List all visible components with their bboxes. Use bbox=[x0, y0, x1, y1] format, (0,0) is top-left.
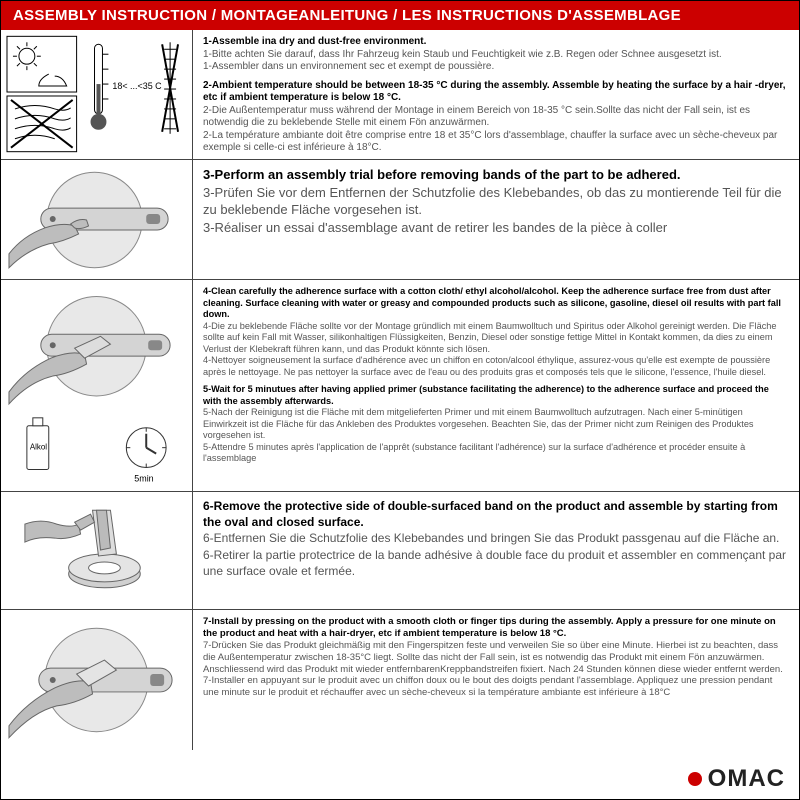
step5-en: 5-Wait for 5 minutues after having appli… bbox=[203, 384, 769, 406]
step4-en: 4-Clean carefully the adherence surface … bbox=[203, 286, 781, 319]
instruction-row-2: 3-Perform an assembly trial before remov… bbox=[1, 160, 799, 280]
step7-en: 7-Install by pressing on the product wit… bbox=[203, 616, 776, 639]
step5-de: 5-Nach der Reinigung ist die Fläche mit … bbox=[203, 407, 754, 440]
press-install-icon bbox=[5, 614, 188, 746]
row1-text: 1-Assemble ina dry and dust-free environ… bbox=[193, 30, 799, 159]
clean-wait-icon: Alkol 5min bbox=[5, 284, 188, 488]
row5-text: 7-Install by pressing on the product wit… bbox=[193, 610, 799, 750]
step4-fr: 4-Nettoyer soigneusement la surface d'ad… bbox=[203, 355, 770, 377]
step4-de: 4-Die zu beklebende Fläche sollte vor de… bbox=[203, 321, 777, 354]
instruction-row-4: 6-Remove the protective side of double-s… bbox=[1, 492, 799, 610]
trial-assembly-icon bbox=[5, 164, 188, 276]
step2-de: 2-Die Außentemperatur muss während der M… bbox=[203, 105, 750, 129]
row2-text: 3-Perform an assembly trial before remov… bbox=[193, 160, 799, 279]
brand-name: OMAC bbox=[708, 765, 785, 793]
step2-fr: 2-La température ambiante doit être comp… bbox=[203, 130, 777, 154]
temperature-label: 18< ...<35 C bbox=[112, 81, 162, 91]
step1-de: 1-Bitte achten Sie darauf, dass Ihr Fahr… bbox=[203, 49, 722, 60]
step5-fr: 5-Attendre 5 minutes après l'application… bbox=[203, 442, 745, 464]
brand-footer: OMAC bbox=[688, 765, 785, 793]
row4-text: 6-Remove the protective side of double-s… bbox=[193, 492, 799, 609]
step2-en: 2-Ambient temperature should be between … bbox=[203, 80, 786, 104]
step7-de: 7-Drücken Sie das Produkt gleichmäßig mi… bbox=[203, 640, 783, 675]
step6-en: 6-Remove the protective side of double-s… bbox=[203, 499, 778, 529]
row3-illustration: Alkol 5min bbox=[1, 280, 193, 491]
row5-illustration bbox=[1, 610, 193, 750]
page-title: ASSEMBLY INSTRUCTION / MONTAGEANLEITUNG … bbox=[1, 1, 799, 30]
brand-dot-icon bbox=[688, 772, 702, 786]
step3-fr: 3-Réaliser un essai d'assemblage avant d… bbox=[203, 220, 667, 235]
instruction-rows: 18< ...<35 C 1-Assemble ina dry and du bbox=[1, 30, 799, 750]
step6-de: 6-Entfernen Sie die Schutzfolie des Kleb… bbox=[203, 531, 779, 545]
instruction-row-1: 18< ...<35 C 1-Assemble ina dry and du bbox=[1, 30, 799, 160]
instruction-row-3: Alkol 5min 4-Clean carefully the adheren… bbox=[1, 280, 799, 492]
instruction-row-5: 7-Install by pressing on the product wit… bbox=[1, 610, 799, 750]
row1-illustration: 18< ...<35 C bbox=[1, 30, 193, 159]
alcohol-label: Alkol bbox=[30, 442, 47, 451]
step1-en: 1-Assemble ina dry and dust-free environ… bbox=[203, 36, 426, 47]
remove-tape-icon bbox=[5, 496, 188, 606]
row2-illustration bbox=[1, 160, 193, 279]
step3-de: 3-Prüfen Sie vor dem Entfernen der Schut… bbox=[203, 185, 782, 218]
step6-fr: 6-Retirer la partie protectrice de la ba… bbox=[203, 548, 786, 578]
step7-fr: 7-Installer en appuyant sur le produit a… bbox=[203, 675, 772, 698]
step3-en: 3-Perform an assembly trial before remov… bbox=[203, 167, 681, 182]
wait-label: 5min bbox=[134, 473, 153, 483]
step1-fr: 1-Assembler dans un environnement sec et… bbox=[203, 61, 494, 72]
row4-illustration bbox=[1, 492, 193, 609]
row3-text: 4-Clean carefully the adherence surface … bbox=[193, 280, 799, 491]
environment-icon: 18< ...<35 C bbox=[5, 34, 188, 156]
